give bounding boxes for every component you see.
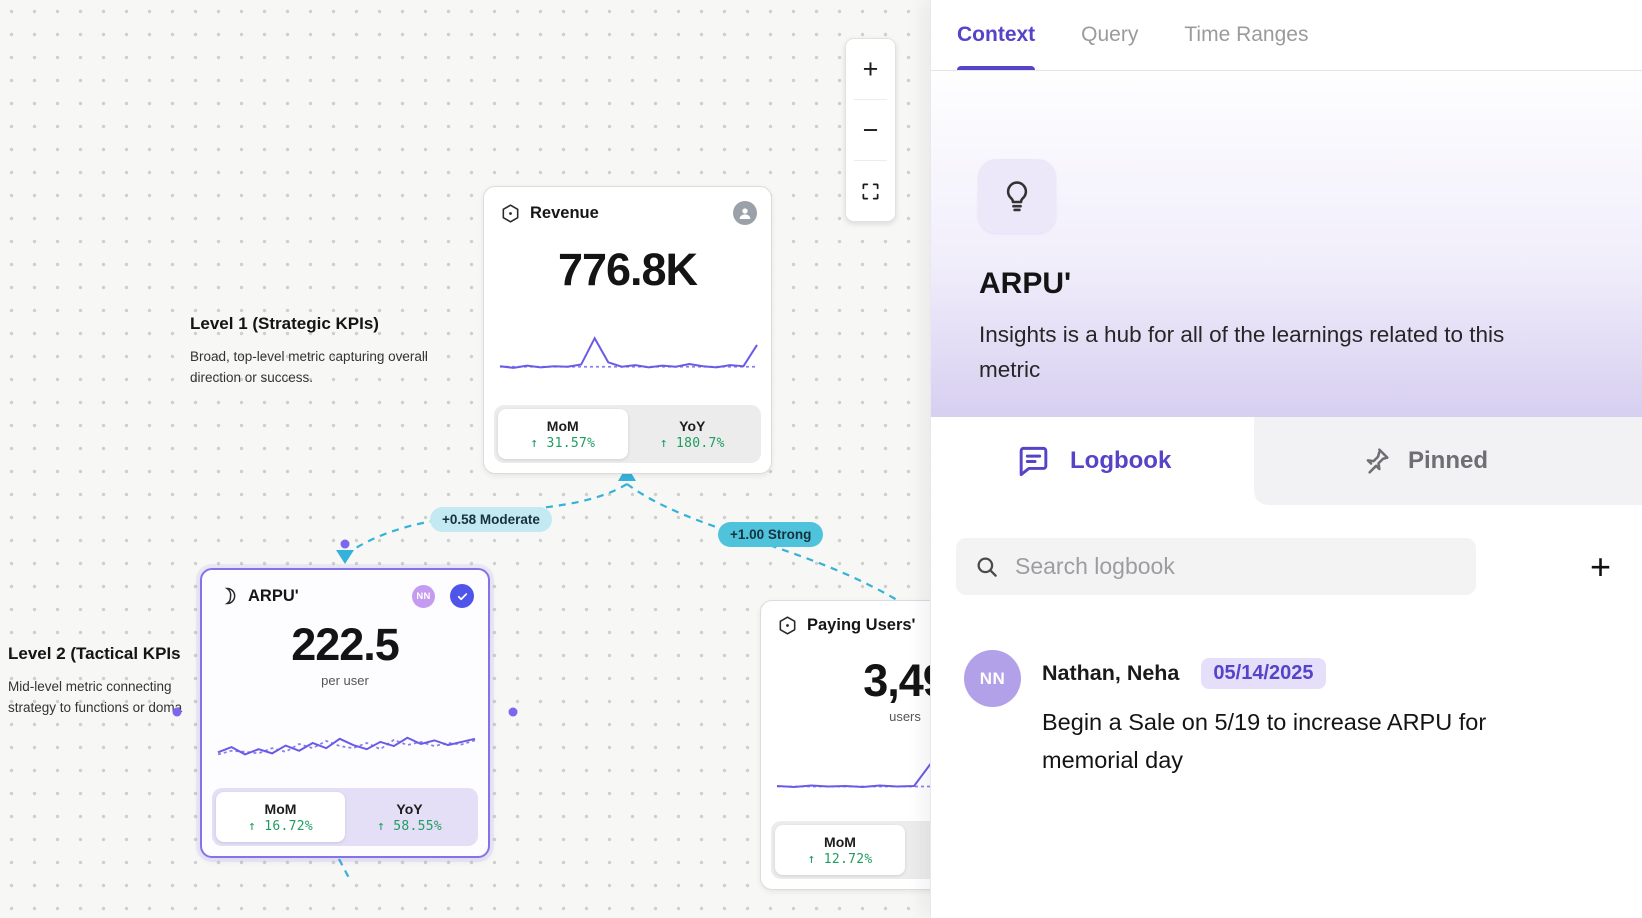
zoom-out-button[interactable]: −: [846, 100, 895, 160]
logbook-icon: [1015, 443, 1052, 480]
metric-unit: users: [889, 709, 921, 724]
canvas-zoom-toolbar: + −: [845, 38, 896, 222]
tab-logbook[interactable]: Logbook: [931, 417, 1254, 505]
panel-tab-bar: Context Query Time Ranges: [931, 0, 1642, 71]
avatar: NN: [964, 650, 1021, 707]
add-log-entry-button[interactable]: +: [1584, 548, 1617, 584]
hexagon-metric-icon: [500, 203, 521, 224]
card-title: Paying Users': [807, 616, 916, 634]
level-1-title: Level 1 (Strategic KPIs): [190, 314, 379, 333]
tab-query[interactable]: Query: [1081, 23, 1139, 46]
lightbulb-icon: [978, 159, 1056, 233]
search-input[interactable]: [1015, 538, 1476, 595]
log-entry-body: Nathan, Neha 05/14/2025 Begin a Sale on …: [1042, 650, 1532, 779]
tab-pinned[interactable]: Pinned: [1254, 417, 1642, 505]
zoom-in-button[interactable]: +: [846, 39, 895, 99]
level-2-annotation: Level 2 (Tactical KPIs Mid-level metric …: [8, 644, 204, 718]
correlation-badge-strong: +1.00 Strong: [718, 522, 824, 547]
fullscreen-icon: [861, 182, 880, 201]
logbook-search-row: +: [956, 538, 1617, 595]
period-toggle: MoM ↑ 31.57% YoY ↑ 180.7%: [494, 405, 761, 463]
sparkline-chart: [500, 327, 757, 383]
yoy-tab[interactable]: YoY ↑ 180.7%: [659, 417, 725, 451]
correlation-badge-moderate: +0.58 Moderate: [430, 507, 552, 532]
metric-card-arpu[interactable]: ARPU' NN 222.5 per user MoM ↑ 16.72% YoY…: [200, 568, 490, 858]
log-entry[interactable]: NN Nathan, Neha 05/14/2025 Begin a Sale …: [964, 650, 1602, 779]
mom-tab[interactable]: MoM ↑ 12.72%: [775, 825, 905, 875]
mom-tab[interactable]: MoM ↑ 31.57%: [498, 409, 628, 459]
metric-card-revenue[interactable]: Revenue 776.8K MoM ↑ 31.57% YoY ↑ 180.7%: [483, 186, 772, 474]
metric-description: Insights is a hub for all of the learnin…: [979, 322, 1505, 382]
owner-initials-badge[interactable]: NN: [412, 584, 435, 608]
period-toggle: MoM ↑ 16.72% YoY ↑ 58.55%: [212, 788, 478, 846]
metric-unit: per user: [321, 673, 369, 688]
log-text: Begin a Sale on 5/19 to increase ARPU fo…: [1042, 709, 1487, 773]
context-panel: Context Query Time Ranges ARPU' Insights…: [930, 0, 1642, 918]
hexagon-metric-icon: [777, 615, 798, 636]
search-icon: [974, 554, 1000, 580]
node-handle: [508, 707, 518, 717]
tab-context[interactable]: Context: [957, 0, 1036, 70]
logbook-searchbox[interactable]: [956, 538, 1476, 595]
card-header: ARPU' NN: [202, 570, 488, 608]
card-title: Revenue: [530, 203, 599, 222]
metric-hero: ARPU' Insights is a hub for all of the l…: [931, 71, 1642, 417]
pin-icon: [1360, 445, 1392, 477]
level-2-description: Mid-level metric connecting strategy to …: [8, 679, 183, 715]
card-header: Paying Users': [761, 601, 1049, 636]
sparkline-chart: [218, 718, 475, 770]
tab-time-ranges[interactable]: Time Ranges: [1184, 23, 1309, 46]
node-handle: [340, 539, 350, 549]
mom-tab[interactable]: MoM ↑ 16.72%: [216, 792, 345, 842]
date-badge: 05/14/2025: [1201, 658, 1326, 689]
arrowhead-down-icon: [336, 550, 354, 564]
card-title: ARPU': [248, 586, 299, 605]
crescent-moon-icon: [218, 586, 239, 607]
yoy-tab[interactable]: YoY ↑ 58.55%: [376, 800, 442, 834]
level-1-annotation: Level 1 (Strategic KPIs) Broad, top-leve…: [190, 314, 430, 388]
metric-title: ARPU': [979, 267, 1072, 300]
metric-value: 222.5: [291, 619, 400, 670]
metric-value: 776.8K: [557, 244, 698, 295]
verified-check-icon: [450, 584, 474, 608]
card-header: Revenue: [484, 187, 771, 225]
level-2-title: Level 2 (Tactical KPIs: [8, 644, 181, 663]
level-1-description: Broad, top-level metric capturing overal…: [190, 349, 428, 385]
fit-view-button[interactable]: [846, 161, 895, 221]
owner-avatar-icon[interactable]: [733, 201, 757, 225]
logbook-pinned-tabs: Logbook Pinned: [931, 417, 1642, 505]
log-author: Nathan, Neha: [1042, 661, 1180, 685]
